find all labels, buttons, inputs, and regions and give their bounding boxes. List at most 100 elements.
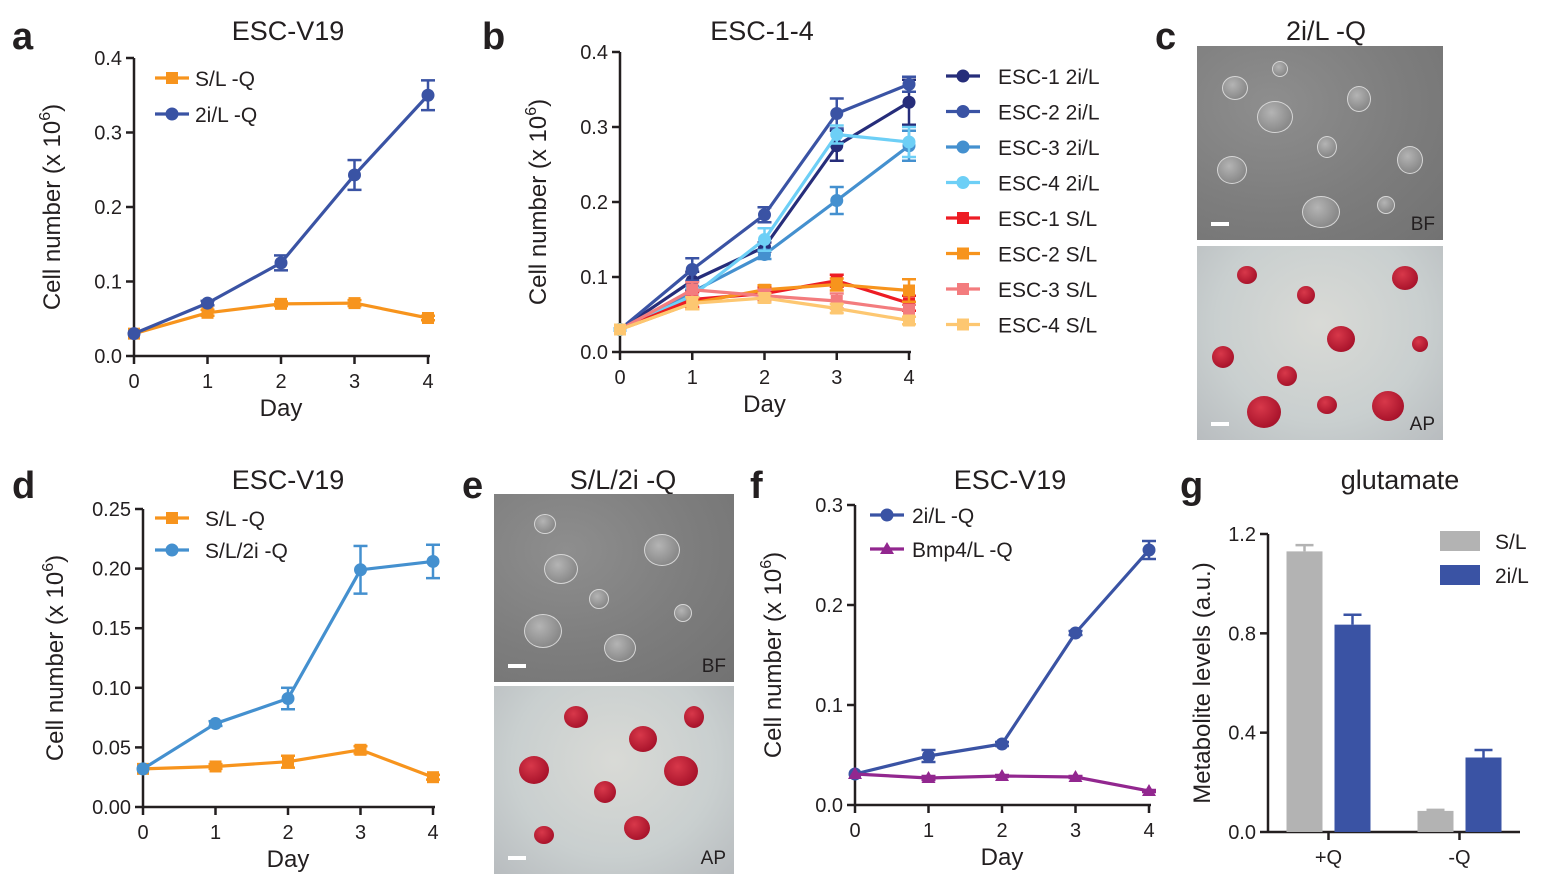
data-point-triangle — [921, 771, 936, 783]
data-point-square — [830, 302, 843, 315]
panel-title-a: ESC-V19 — [231, 16, 345, 46]
colony — [1377, 196, 1395, 214]
x-tick-label: 3 — [355, 822, 366, 844]
micrograph-e-alkaline-phosphatase: AP — [494, 686, 734, 874]
data-point-triangle — [848, 767, 862, 779]
scale-bar — [508, 856, 526, 860]
colony — [604, 634, 636, 662]
series-s-l-2i-q — [136, 543, 440, 776]
scale-bar — [508, 664, 526, 668]
x-tick-label: -Q — [1448, 847, 1470, 869]
x-axis-label: Day — [981, 844, 1024, 871]
data-point-triangle — [1068, 770, 1083, 782]
y-tick-label: 0.20 — [92, 559, 131, 581]
y-tick-label: 0.1 — [815, 695, 843, 717]
data-point-square — [427, 771, 439, 784]
chart-f: 0.0 0.1 0.2 0.3 Cell number (x 106) 0 1 2 3 4 Day 2… — [758, 495, 1156, 871]
data-point-square — [275, 297, 287, 310]
data-point-circle — [426, 554, 440, 568]
data-point-triangle — [880, 542, 894, 554]
x-tick-label: 3 — [1070, 820, 1081, 842]
legend-swatch — [1440, 531, 1480, 551]
y-tick-label: 0.4 — [1228, 723, 1256, 745]
colony — [524, 614, 562, 648]
legend-label: Bmp4/L -Q — [912, 539, 1013, 562]
colony — [684, 706, 704, 728]
x-tick-label: 3 — [831, 367, 842, 389]
data-point-square — [209, 760, 222, 773]
x-tick-label: 4 — [422, 371, 433, 393]
colony — [519, 756, 549, 784]
data-point-triangle — [1142, 784, 1156, 796]
y-tick-label: 0.2 — [580, 192, 608, 214]
data-point-circle — [201, 296, 214, 310]
bar-Q-SL — [1417, 810, 1454, 832]
data-point-circle — [830, 107, 844, 120]
data-point-square — [686, 297, 699, 310]
legend-label: ESC-1 2i/L — [998, 66, 1100, 89]
colony — [1317, 396, 1337, 414]
x-tick-label: 0 — [849, 820, 860, 842]
data-point-circle — [136, 762, 150, 776]
panel-title-f: ESC-V19 — [953, 465, 1067, 495]
colony — [544, 554, 578, 584]
data-point-square — [686, 283, 699, 296]
data-point-square — [758, 292, 771, 304]
x-tick-label: 4 — [427, 822, 438, 844]
data-point-circle — [902, 77, 916, 91]
data-point-circle — [1142, 543, 1156, 557]
colony — [1302, 196, 1340, 228]
series-2i-l-q — [127, 79, 435, 341]
colony — [674, 604, 692, 622]
legend-label: 2i/L -Q — [195, 104, 257, 127]
alkaline-phosphatase-tag: AP — [700, 848, 726, 869]
x-tick-label: 0 — [128, 371, 139, 393]
bar-Q-2iL — [1465, 757, 1502, 832]
y-axis-label: Cell number (x 106) — [758, 552, 787, 758]
data-point-circle — [209, 717, 222, 731]
data-point-square — [282, 755, 294, 768]
bar-Q-2iL — [1334, 624, 1371, 832]
legend-label: ESC-1 S/L — [998, 208, 1097, 231]
y-tick-label: 0.2 — [94, 197, 122, 219]
legend-label: ESC-4 2i/L — [998, 173, 1100, 196]
data-point-circle — [956, 140, 970, 154]
chart-g: 0.0 0.4 0.8 1.2 Metabolite levels (a.u.) +Q -Q… — [1189, 524, 1529, 869]
y-axis-label: Cell number (x 106) — [37, 104, 66, 310]
y-tick-label: 0.0 — [94, 346, 122, 368]
panel-title-c: 2i/L -Q — [1285, 16, 1367, 46]
legend-label: S/L — [1495, 531, 1527, 554]
colony — [1272, 61, 1288, 77]
micrograph-e-brightfield: BF — [494, 494, 734, 682]
data-point-circle — [830, 128, 844, 141]
data-point-square — [957, 247, 969, 260]
y-axis-label-text: Cell number (x 106) — [523, 99, 552, 305]
panel-title-g: glutamate — [1340, 465, 1460, 495]
colony — [534, 826, 554, 844]
x-tick-label: 3 — [349, 371, 360, 393]
data-point-square — [354, 743, 367, 756]
bar-Q-SL — [1286, 551, 1323, 832]
legend-label: ESC-2 2i/L — [998, 102, 1100, 125]
data-point-circle — [830, 194, 844, 207]
y-axis-label-text: Cell number (x 106) — [37, 104, 66, 310]
y-axis-label-text: Cell number (x 106) — [40, 555, 69, 761]
colony — [589, 589, 609, 609]
data-point-circle — [995, 737, 1009, 751]
y-tick-label: 0.3 — [815, 495, 843, 517]
x-tick-label: 2 — [996, 820, 1007, 842]
data-point-circle — [902, 135, 916, 149]
data-point-circle — [165, 107, 179, 121]
panel-letter-f: f — [750, 465, 763, 507]
y-tick-label: 0.4 — [94, 48, 122, 70]
scale-bar — [1211, 422, 1229, 426]
y-tick-label: 0.4 — [580, 42, 608, 64]
data-point-circle — [758, 233, 771, 246]
brightfield-tag: BF — [701, 656, 726, 677]
data-point-square — [903, 304, 915, 317]
legend-label: S/L -Q — [195, 68, 255, 91]
data-point-square — [166, 512, 178, 524]
data-point-circle — [354, 563, 367, 577]
x-axis-label: Day — [743, 391, 786, 418]
